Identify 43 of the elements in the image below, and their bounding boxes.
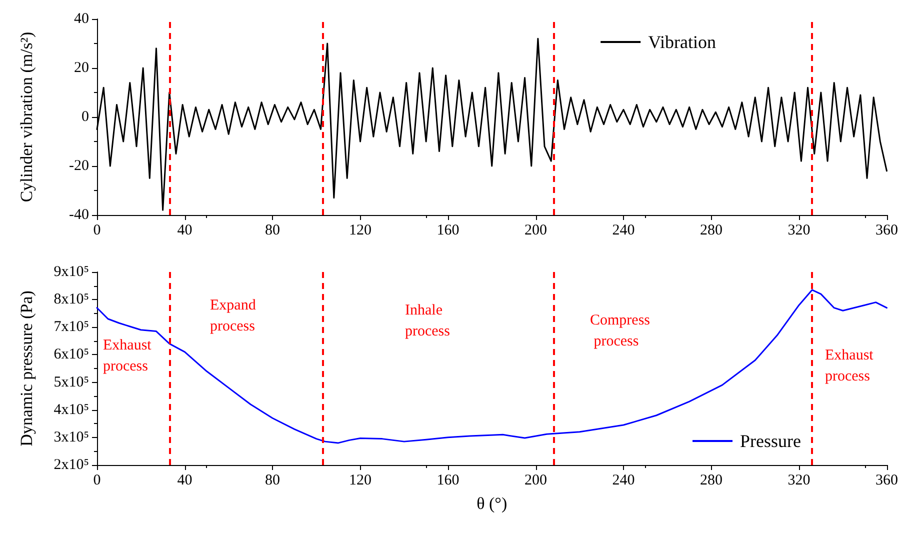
x-tick-label: 40	[177, 222, 192, 238]
annotation: Expand process	[210, 298, 260, 334]
y-tick-label: 8x10⁵	[54, 292, 89, 308]
x-tick-label: 80	[265, 472, 280, 488]
x-tick-label: 320	[788, 472, 810, 488]
y-tick-label: 5x10⁵	[54, 374, 89, 390]
x-tick-label: 0	[93, 472, 101, 488]
y-tick-label: 7x10⁵	[54, 319, 89, 336]
y-axis-title: Cylinder vibration (m/s²)	[17, 32, 36, 202]
y-tick-label: -20	[69, 158, 89, 174]
x-tick-label: 40	[177, 472, 192, 488]
x-tick-label: 200	[524, 472, 547, 488]
x-tick-label: 280	[700, 222, 722, 238]
y-axis-title: Dynamic pressure (Pa)	[17, 290, 36, 446]
x-tick-label: 160	[436, 472, 460, 488]
y-tick-label: 20	[74, 60, 89, 76]
x-tick-label: 360	[876, 222, 898, 238]
legend-label: Pressure	[740, 431, 802, 451]
y-tick-label: -40	[69, 207, 89, 223]
y-tick-label: 4x10⁵	[54, 402, 89, 418]
x-tick-label: 120	[349, 472, 372, 488]
annotation: Inhale process	[405, 302, 450, 340]
x-tick-label: 240	[612, 472, 635, 488]
y-tick-label: 6x10⁵	[54, 346, 89, 363]
x-tick-label: 360	[876, 472, 898, 488]
y-tick-label: 40	[74, 11, 89, 27]
annotation: Exhaust process	[825, 348, 878, 384]
x-axis-title: θ (°)	[476, 494, 508, 513]
x-tick-label: 240	[612, 222, 635, 238]
legend-label: Vibration	[648, 32, 716, 52]
y-tick-label: 0	[82, 109, 89, 125]
annotation: Exhaust process	[103, 338, 156, 374]
x-tick-label: 120	[349, 222, 372, 238]
y-tick-label: 9x10⁵	[54, 264, 89, 280]
y-tick-label: 2x10⁵	[54, 457, 89, 473]
x-tick-label: 320	[788, 222, 810, 238]
x-tick-label: 80	[265, 222, 280, 238]
annotation: Compress process	[590, 312, 650, 350]
x-tick-label: 200	[524, 222, 547, 238]
x-tick-label: 0	[93, 222, 101, 238]
y-tick-label: 3x10⁵	[54, 429, 89, 446]
x-tick-label: 280	[700, 472, 722, 488]
x-tick-label: 160	[436, 222, 460, 238]
